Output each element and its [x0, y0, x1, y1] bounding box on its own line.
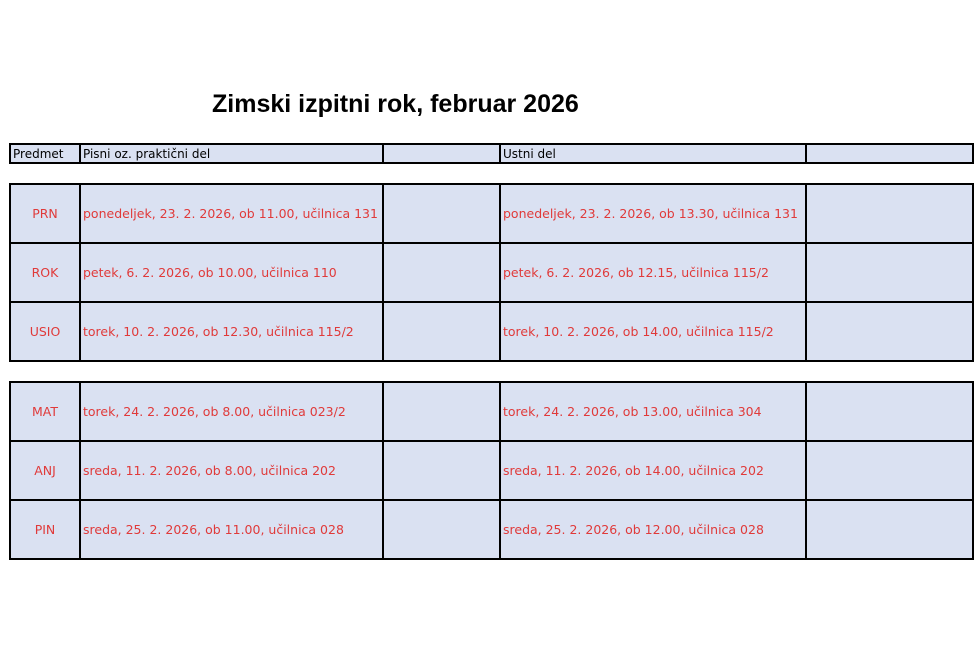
- cell-oral: ponedeljek, 23. 2. 2026, ob 13.30, učiln…: [499, 183, 807, 244]
- cell-empty: [805, 381, 974, 442]
- cell-written: ponedeljek, 23. 2. 2026, ob 11.00, učiln…: [79, 183, 384, 244]
- cell-empty: [382, 499, 501, 560]
- cell-subject: USIO: [9, 301, 81, 362]
- cell-subject: ANJ: [9, 440, 81, 501]
- cell-empty: [382, 242, 501, 303]
- cell-empty: [382, 301, 501, 362]
- header-empty-2: [805, 143, 974, 164]
- header-subject: Predmet: [9, 143, 81, 164]
- cell-empty: [382, 183, 501, 244]
- cell-empty: [805, 301, 974, 362]
- cell-written: sreda, 25. 2. 2026, ob 11.00, učilnica 0…: [79, 499, 384, 560]
- cell-empty: [382, 440, 501, 501]
- cell-subject: PIN: [9, 499, 81, 560]
- cell-empty: [805, 183, 974, 244]
- cell-empty: [382, 381, 501, 442]
- cell-empty: [805, 499, 974, 560]
- cell-oral: torek, 10. 2. 2026, ob 14.00, učilnica 1…: [499, 301, 807, 362]
- cell-oral: petek, 6. 2. 2026, ob 12.15, učilnica 11…: [499, 242, 807, 303]
- cell-subject: ROK: [9, 242, 81, 303]
- cell-written: petek, 6. 2. 2026, ob 10.00, učilnica 11…: [79, 242, 384, 303]
- cell-oral: torek, 24. 2. 2026, ob 13.00, učilnica 3…: [499, 381, 807, 442]
- header-written: Pisni oz. praktični del: [79, 143, 384, 164]
- cell-subject: MAT: [9, 381, 81, 442]
- cell-oral: sreda, 11. 2. 2026, ob 14.00, učilnica 2…: [499, 440, 807, 501]
- cell-written: torek, 24. 2. 2026, ob 8.00, učilnica 02…: [79, 381, 384, 442]
- header-oral: Ustni del: [499, 143, 807, 164]
- cell-empty: [805, 242, 974, 303]
- cell-oral: sreda, 25. 2. 2026, ob 12.00, učilnica 0…: [499, 499, 807, 560]
- header-empty-1: [382, 143, 501, 164]
- cell-subject: PRN: [9, 183, 81, 244]
- page-title: Zimski izpitni rok, februar 2026: [212, 90, 579, 118]
- cell-written: sreda, 11. 2. 2026, ob 8.00, učilnica 20…: [79, 440, 384, 501]
- cell-written: torek, 10. 2. 2026, ob 12.30, učilnica 1…: [79, 301, 384, 362]
- cell-empty: [805, 440, 974, 501]
